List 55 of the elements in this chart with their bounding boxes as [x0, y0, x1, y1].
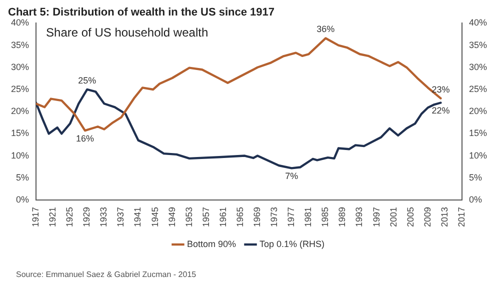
- annotation: 23%: [432, 84, 450, 94]
- x-tick-label: 1929: [82, 206, 92, 228]
- y-tick-label: 0%: [16, 194, 30, 204]
- x-tick-label: 2009: [422, 206, 432, 228]
- legend-label: Top 0.1% (RHS): [260, 238, 325, 249]
- y-tick-label: 40%: [11, 18, 30, 28]
- x-tick-label: 1921: [48, 206, 58, 228]
- y2-tick-label: 25%: [468, 84, 487, 94]
- y2-tick-label: 35%: [468, 40, 487, 50]
- annotation: 16%: [76, 134, 94, 144]
- y2-tick-label: 30%: [468, 62, 487, 72]
- x-tick-label: 1997: [371, 206, 382, 228]
- y-tick-label: 30%: [11, 62, 30, 72]
- annotation: 25%: [78, 75, 96, 86]
- y2-tick-label: 0%: [468, 194, 482, 204]
- chart-subtitle: Share of US household wealth: [46, 26, 208, 40]
- x-tick-label: 1917: [30, 206, 40, 228]
- y2-tick-label: 10%: [468, 150, 487, 160]
- y2-tick-label: 20%: [468, 106, 487, 116]
- x-tick-label: 1973: [269, 206, 280, 228]
- x-tick-label: 1937: [116, 206, 126, 228]
- y-tick-label: 15%: [11, 128, 30, 138]
- x-tick-label: 1925: [64, 206, 75, 228]
- y-tick-label: 10%: [11, 150, 30, 160]
- x-tick-label: 1981: [303, 206, 314, 228]
- y-tick-label: 20%: [11, 106, 30, 116]
- source-note: Source: Emmanuel Saez & Gabriel Zucman - 2015: [16, 270, 197, 280]
- x-tick-label: 2017: [456, 206, 466, 228]
- chart-title: Chart 5: Distribution of wealth in the US since 1917: [8, 6, 274, 19]
- x-tick-label: 1985: [320, 206, 330, 228]
- x-tick-label: 2001: [388, 206, 398, 228]
- x-tick-label: 1953: [184, 206, 194, 228]
- x-tick-label: 1965: [234, 206, 245, 228]
- x-tick-label: 1961: [218, 206, 228, 228]
- y2-tick-label: 15%: [468, 128, 487, 138]
- y2-tick-label: 5%: [468, 172, 482, 182]
- annotation: 7%: [285, 171, 298, 182]
- x-tick-label: 1977: [286, 206, 296, 228]
- x-tick-label: 1957: [200, 206, 211, 228]
- annotation: 22%: [432, 106, 450, 116]
- x-tick-label: 1945: [150, 206, 160, 228]
- y-tick-label: 35%: [11, 40, 30, 50]
- x-tick-label: 1941: [132, 206, 143, 228]
- x-tick-label: 1989: [337, 206, 348, 228]
- y-tick-label: 5%: [16, 172, 30, 182]
- x-tick-label: 1969: [252, 206, 262, 228]
- x-tick-label: 1949: [166, 206, 177, 228]
- x-tick-label: 2013: [439, 206, 450, 228]
- x-tick-label: 2005: [405, 206, 416, 228]
- y2-tick-label: 40%: [468, 18, 487, 28]
- annotation: 36%: [316, 24, 335, 34]
- x-tick-label: 1993: [354, 206, 364, 228]
- x-tick-label: 1933: [98, 206, 109, 228]
- y-tick-label: 25%: [11, 84, 30, 94]
- legend-label: Bottom 90%: [186, 238, 236, 249]
